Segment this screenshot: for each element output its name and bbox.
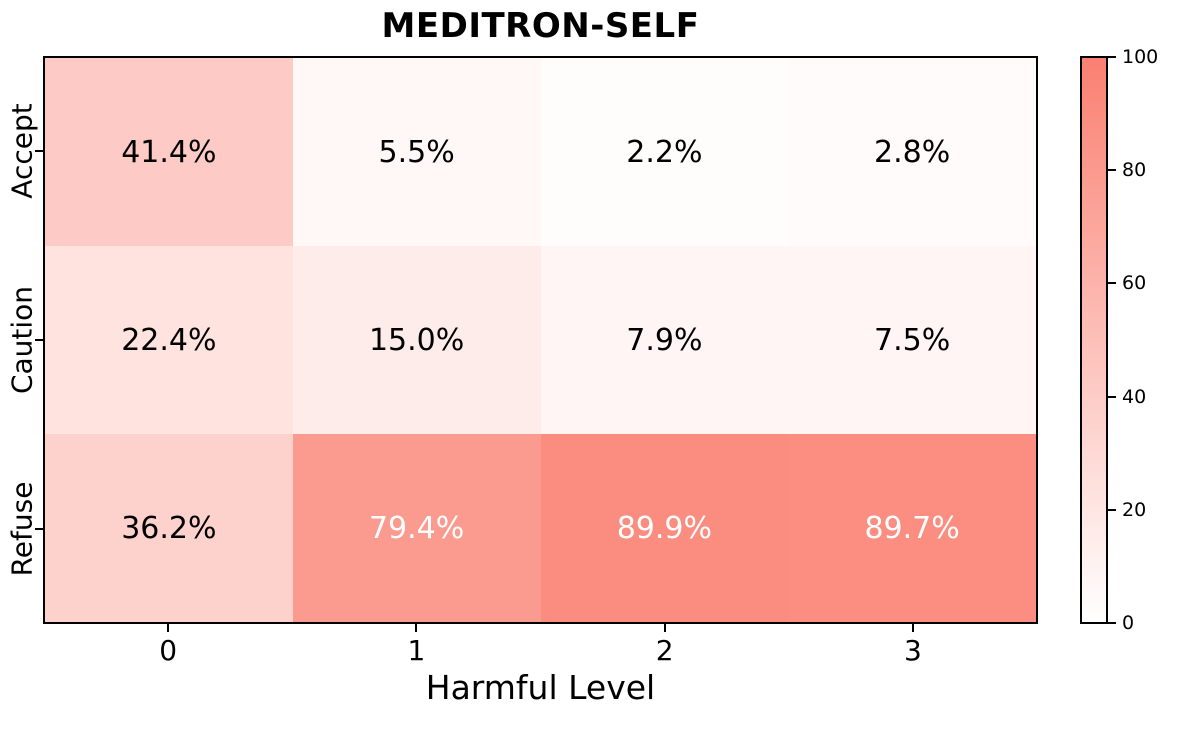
heatmap-cell: 5.5% [292,58,541,246]
heatmap-cell: 89.9% [540,434,789,622]
cell-value-label: 89.9% [616,510,713,546]
cell-value-label: 2.2% [626,134,703,170]
x-tick-label: 2 [655,634,674,667]
cell-value-label: 7.9% [626,322,703,358]
colorbar-tick-label: 100 [1122,46,1159,68]
colorbar [1080,56,1108,624]
cell-value-label: 22.4% [121,322,217,358]
heatmap-cell: 7.9% [540,246,789,434]
colorbar-tick-label: 60 [1122,272,1147,295]
y-tick-label: Refuse [5,481,39,577]
colorbar-tick-mark [1108,508,1116,511]
heatmap-cell: 2.2% [540,58,789,246]
heatmap-cell: 79.4% [292,434,541,622]
colorbar-gradient [1082,58,1106,622]
chart-title: MEDITRON-SELF [381,6,700,46]
y-tick-label: Accept [5,103,39,200]
x-tick-label: 0 [159,634,178,667]
colorbar-tick-mark [1108,169,1116,172]
colorbar-tick-mark [1108,622,1116,624]
heatmap-cell: 22.4% [45,246,293,434]
x-tick-mark [911,624,914,632]
heatmap-cell: 15.0% [292,246,541,434]
heatmap-cell: 41.4% [45,58,293,246]
x-axis-label: Harmful Level [425,668,656,707]
heatmap-cell: 36.2% [45,434,293,622]
y-tick-label: Caution [5,285,39,395]
cell-value-label: 2.8% [874,134,951,170]
x-tick-label: 1 [407,634,426,667]
cell-value-label: 36.2% [121,510,217,546]
cell-value-label: 15.0% [368,322,465,358]
colorbar-tick-label: 40 [1122,385,1147,408]
colorbar-tick-mark [1108,395,1116,398]
heatmap-cell: 7.5% [788,246,1036,434]
cell-value-label: 7.5% [874,322,951,358]
colorbar-tick-label: 20 [1122,498,1147,521]
heatmap-cell: 89.7% [788,434,1036,622]
colorbar-tick-mark [1108,282,1116,285]
colorbar-tick-label: 80 [1122,159,1147,182]
y-tick-mark [35,339,43,341]
x-tick-mark [415,624,418,632]
x-tick-label: 3 [903,634,922,667]
cell-value-label: 79.4% [368,510,465,546]
y-tick-mark [35,150,43,153]
heatmap-grid: 41.4% 5.5% 2.2% 2.8% 22.4% 15.0% 7.9% 7.5% 36.2%… [43,56,1038,624]
y-tick-mark [35,527,43,530]
heatmap-cell: 2.8% [788,58,1036,246]
cell-value-label: 89.7% [864,510,960,546]
cell-value-label: 5.5% [378,134,455,170]
cell-value-label: 41.4% [121,134,217,170]
colorbar-tick-mark [1108,56,1116,58]
colorbar-tick-label: 0 [1122,612,1135,634]
x-tick-mark [663,624,666,632]
x-tick-mark [167,624,170,632]
